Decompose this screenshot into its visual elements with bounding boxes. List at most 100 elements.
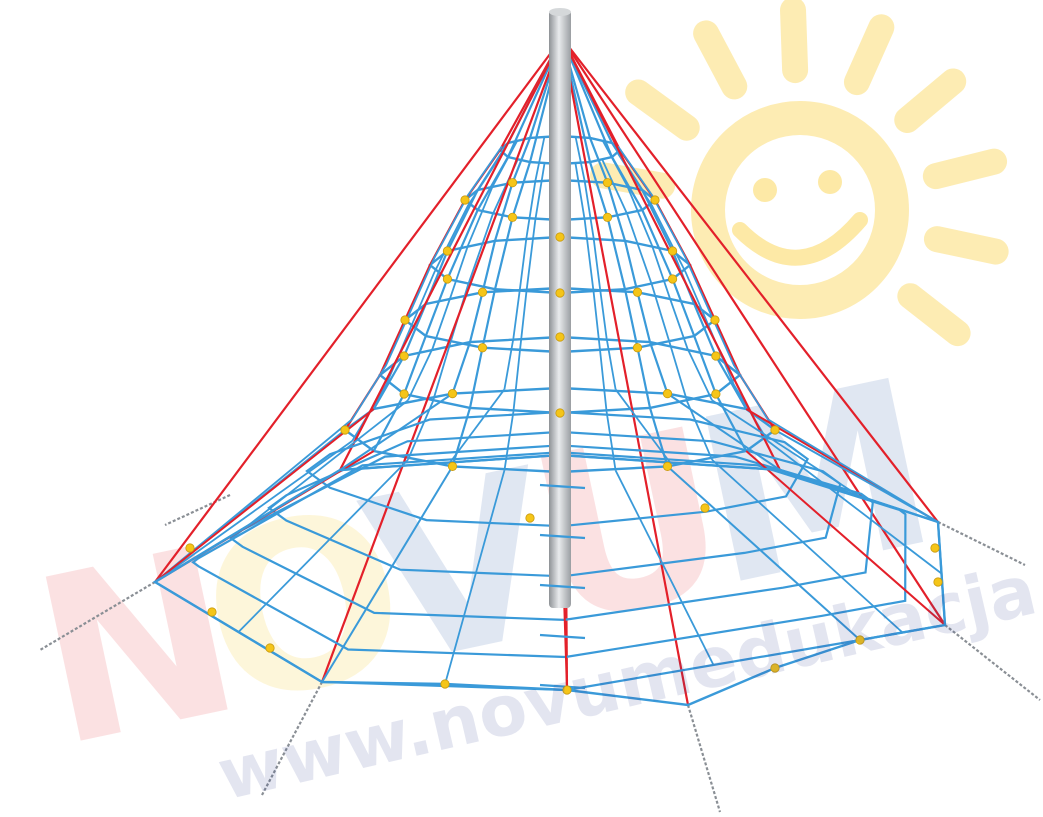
net-spoke [711, 459, 904, 634]
net-spoke [601, 159, 713, 461]
sun-watermark-icon [590, 0, 1009, 347]
anchor-chain [937, 521, 1026, 566]
net-spoke [614, 388, 671, 464]
main-rope [154, 37, 563, 583]
net-spoke [351, 153, 503, 442]
rope-connector [711, 351, 721, 361]
rope-connector [477, 343, 488, 353]
rope-connector [507, 178, 518, 188]
rope-connector [447, 461, 458, 471]
net-spoke [321, 465, 454, 683]
net-spoke [503, 136, 546, 390]
net-spoke [154, 440, 353, 583]
main-rope [339, 37, 563, 471]
rope-connector [207, 607, 217, 617]
sun-ray [625, 79, 700, 141]
rope-connector [340, 425, 350, 435]
main-rope [561, 37, 939, 523]
rope-connector [662, 389, 673, 399]
net-spoke [617, 145, 769, 420]
net-spoke [451, 37, 564, 394]
sun-ray [897, 283, 971, 347]
rope-connector [442, 246, 453, 256]
rope-connector [460, 195, 470, 205]
net-front-ropes [539, 483, 586, 690]
rope-connector [855, 635, 865, 645]
net-spoke [560, 37, 669, 467]
sun-eye-right [818, 170, 842, 194]
sun-ray [590, 162, 676, 199]
rope-connector [770, 425, 780, 435]
net-spoke [443, 470, 506, 687]
net-spoke [601, 139, 713, 401]
rope-connector [667, 246, 678, 256]
rope-connector [507, 212, 518, 222]
sun-ray [894, 68, 967, 134]
rope-connector [477, 287, 488, 297]
rope-connector [632, 287, 643, 297]
net-spoke [774, 429, 939, 523]
rope-connector [710, 315, 720, 325]
rope-connectors [185, 178, 943, 695]
rope-connector [399, 389, 409, 399]
net-front-rope [539, 583, 586, 590]
rope-connector [650, 195, 660, 205]
net-spoke [617, 153, 769, 442]
sun-ray [923, 226, 1009, 265]
central-pole [549, 8, 571, 608]
anchor-chain [261, 681, 323, 796]
sun-ray [922, 148, 1008, 190]
rope-connector [667, 274, 678, 284]
net-spoke [237, 459, 409, 633]
net-spoke [574, 163, 617, 471]
net-spoke [449, 388, 506, 464]
net-spoke [574, 136, 617, 390]
rope-connector [562, 685, 572, 695]
rope-connector [442, 274, 453, 284]
rope-connector [700, 503, 710, 513]
rope-connector [555, 288, 565, 298]
net-spoke [351, 145, 503, 420]
rope-connector [632, 343, 643, 353]
rope-connector [185, 543, 195, 553]
net-spoke [666, 392, 781, 471]
rope-connector [265, 643, 275, 653]
rope-connector [440, 679, 450, 689]
rope-connector [770, 663, 780, 673]
net-spoke [711, 399, 860, 497]
net-spoke [614, 470, 715, 666]
net-spoke [339, 392, 454, 471]
main-rope [560, 37, 690, 706]
rope-connector [933, 577, 943, 587]
anchor-chain [944, 624, 1041, 701]
main-rope [320, 37, 564, 683]
rope-connector [555, 408, 565, 418]
rope-connector [711, 389, 721, 399]
rope-connector [555, 232, 565, 242]
pole-body [549, 10, 571, 608]
rope-connector [400, 315, 410, 325]
net-front-rope [539, 683, 586, 690]
sun-eye-left [753, 178, 777, 202]
rope-connector [930, 543, 940, 553]
net-spoke [767, 440, 943, 575]
net-spoke [666, 465, 861, 641]
net-spoke [246, 399, 409, 527]
net-spoke [745, 450, 946, 626]
pole-cap [549, 8, 571, 16]
sun-smile [732, 212, 868, 266]
rope-connector [602, 178, 613, 188]
net-spoke [451, 37, 564, 467]
anchor-chain [39, 581, 156, 651]
net-spoke [503, 163, 546, 471]
rope-connector [447, 389, 458, 399]
net-front-rope [539, 533, 586, 540]
net-front-rope [539, 633, 586, 640]
anchor-chains [39, 494, 1041, 813]
anchor-chain [164, 494, 231, 526]
net-spoke [560, 37, 669, 394]
sun-ray [693, 20, 748, 100]
rope-connector [525, 513, 535, 523]
rope-connector [662, 461, 673, 471]
